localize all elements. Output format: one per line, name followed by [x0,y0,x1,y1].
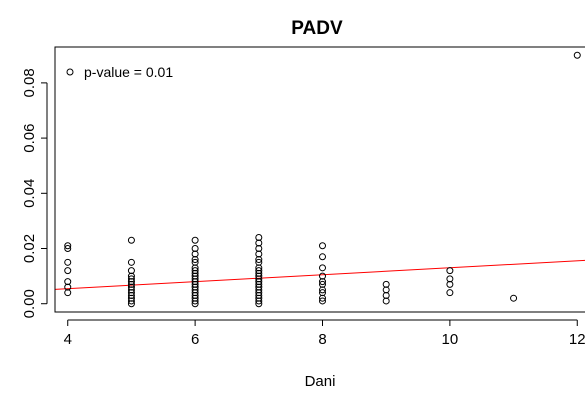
data-point [255,297,263,305]
data-point [127,297,135,305]
points-layer [64,51,581,308]
data-point [573,51,581,59]
x-tick-label: 8 [318,331,326,348]
data-point [127,300,135,308]
legend-marker [66,68,74,76]
data-point [446,289,454,297]
regression-line [54,259,585,290]
data-point [64,258,72,266]
data-point [446,267,454,275]
data-point [64,267,72,275]
fit-line-layer [54,259,585,290]
data-point [319,286,326,294]
data-point [191,236,199,244]
x-axis-label: Dani [305,373,336,390]
data-point [127,258,135,266]
y-tick-label: 0.04 [21,179,38,208]
data-point [319,264,326,272]
x-tick-label: 6 [191,331,199,348]
data-point [382,297,390,305]
x-tick-label: 10 [442,331,459,348]
plot-frame [54,46,585,313]
legend: p-value = 0.01 [66,64,173,80]
data-point [191,297,199,305]
y-axis: 0.00 0.02 0.04 0.06 0.08 [21,68,48,318]
legend-label: p-value = 0.01 [84,64,173,80]
y-tick-label: 0.06 [21,123,38,152]
data-point [319,242,326,250]
data-point [191,300,199,308]
data-point [191,256,199,264]
y-tick-label: 0.02 [21,234,38,263]
data-point [510,294,518,302]
data-point [319,278,326,286]
x-axis: 4 6 8 10 12 [64,319,585,348]
data-point [64,245,72,253]
data-point [319,253,326,261]
data-point [319,297,326,305]
data-point [319,294,326,302]
y-tick-label: 0.08 [21,68,38,97]
x-tick-label: 4 [64,331,72,348]
plot-area [54,46,585,313]
data-point [127,236,135,244]
data-point [64,242,72,250]
y-tick-label: 0.00 [21,289,38,318]
data-point [446,280,454,288]
x-tick-label: 12 [569,331,585,348]
chart-title: PADV [291,18,343,39]
data-point [64,289,72,297]
data-point [255,256,263,264]
data-point [255,300,263,308]
